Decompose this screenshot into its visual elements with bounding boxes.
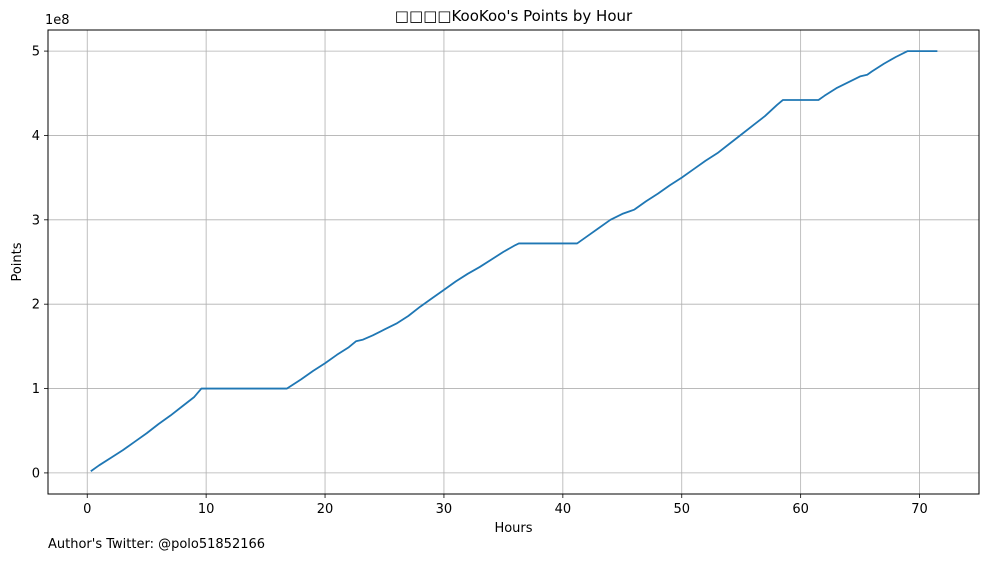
y-tick-label: 2	[32, 298, 40, 313]
x-tick-label: 60	[792, 502, 809, 517]
series-layer	[90, 50, 938, 472]
y-tick-label: 3	[32, 213, 40, 228]
x-tick-label: 70	[911, 502, 928, 517]
y-tick-label: 4	[32, 129, 40, 144]
x-tick-label: 40	[555, 502, 572, 517]
plot-frame	[47, 29, 980, 495]
x-tick-label: 20	[317, 502, 334, 517]
x-tick-label: 10	[198, 502, 215, 517]
y-axis-offset-label: 1e8	[45, 13, 70, 28]
y-tick-label: 5	[32, 45, 40, 60]
chart-title: □□□□KooKoo's Points by Hour	[395, 7, 633, 25]
grid	[48, 30, 979, 494]
x-tick-label: 0	[83, 502, 91, 517]
x-axis-label: Hours	[494, 521, 532, 536]
y-tick-label: 0	[32, 466, 40, 481]
ticks: 0 10 20 30 40 50 60 70 0 1 2 3 4 5	[32, 45, 928, 517]
x-tick-label: 30	[436, 502, 453, 517]
y-tick-label: 1	[32, 382, 40, 397]
x-tick-label: 50	[673, 502, 690, 517]
series-line	[90, 50, 938, 472]
y-axis-label: Points	[10, 242, 25, 281]
author-note: Author's Twitter: @polo51852166	[48, 537, 266, 552]
